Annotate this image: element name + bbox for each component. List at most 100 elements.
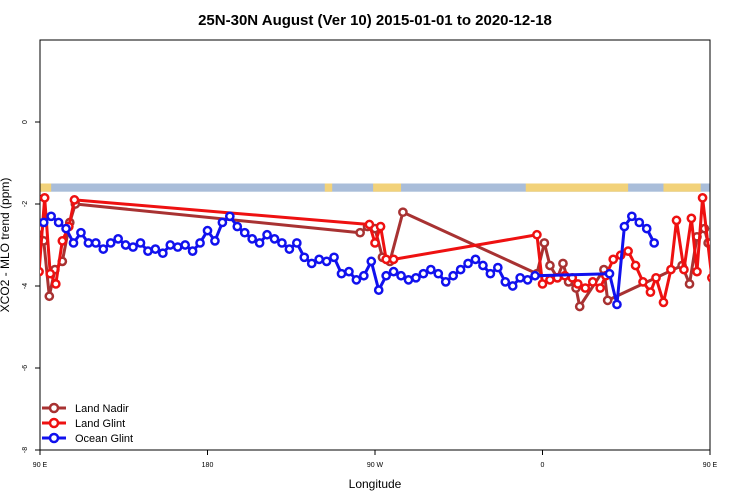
ocean-glint-point	[649, 238, 660, 248]
ocean-glint-point	[284, 244, 295, 254]
land-glint-point	[723, 237, 730, 244]
ocean-glint-point	[463, 258, 473, 269]
legend-land-nadir-marker	[48, 402, 60, 414]
legend-land-nadir-label: Land Nadir	[75, 403, 129, 415]
ocean-glint-point	[500, 277, 511, 287]
land-glint-point	[745, 239, 750, 246]
land-glint-point	[716, 280, 723, 287]
ocean-glint-point	[157, 248, 168, 259]
ocean-glint-point	[329, 252, 339, 263]
ocean-glint-point	[448, 270, 459, 281]
ocean-glint-point	[217, 217, 228, 228]
ocean-glint-point	[433, 268, 444, 279]
ocean-glint-point	[306, 258, 317, 269]
ocean-glint-point	[626, 211, 637, 222]
land-nadir-point	[684, 279, 695, 289]
land-glint-point	[580, 283, 591, 293]
x-tick-label: 90 E	[33, 462, 48, 469]
land-band-segment	[324, 183, 333, 192]
land-glint-point	[729, 221, 736, 228]
ocean-glint-point	[522, 275, 533, 285]
ocean-glint-point	[530, 270, 540, 281]
land-glint-point	[45, 268, 56, 279]
ocean-glint-point	[403, 275, 414, 285]
ocean-glint-point	[411, 272, 421, 283]
ocean-glint-point	[478, 260, 488, 271]
land-glint-point	[645, 287, 656, 297]
land-glint-point	[40, 193, 50, 203]
series-group	[40, 193, 750, 312]
land-glint-point	[697, 193, 708, 203]
ocean-glint-point	[455, 264, 466, 275]
land-glint-point	[545, 275, 555, 285]
land-glint-point	[630, 260, 641, 271]
ocean-glint-point	[321, 256, 332, 267]
land-glint-point	[57, 236, 68, 246]
land-glint-point	[587, 277, 598, 287]
ocean-glint-point	[262, 229, 272, 240]
land-glint-point	[364, 219, 375, 230]
y-tick-label: -2	[22, 201, 29, 207]
ocean-glint-point	[53, 217, 64, 228]
land-nadir-point	[355, 227, 365, 238]
ocean-glint-point	[40, 217, 49, 228]
land-glint-point	[370, 238, 380, 248]
ocean-glint-point	[135, 238, 146, 248]
ocean-glint-point	[612, 299, 622, 310]
land-nadir-point	[712, 293, 719, 300]
land-glint-point	[734, 196, 741, 203]
x-axis-label: Longitude	[349, 477, 402, 491]
ocean-glint-point	[299, 252, 310, 263]
ocean-glint-point	[344, 266, 354, 277]
ocean-glint-point	[388, 266, 399, 277]
ocean-glint-point	[128, 242, 138, 252]
y-tick-label: -4	[22, 283, 29, 289]
ocean-glint-point	[470, 254, 481, 265]
y-tick-label: 0	[22, 120, 29, 124]
ocean-glint-point	[224, 211, 235, 222]
land-glint-point	[686, 213, 697, 224]
ocean-glint-point	[90, 238, 101, 248]
land-glint-point	[381, 254, 392, 265]
ocean-glint-point	[76, 227, 86, 238]
ocean-glint-point	[492, 262, 503, 273]
y-axis-label: XCO2 - MLO trend (ppm)	[0, 178, 12, 313]
ocean-glint-point	[239, 227, 250, 238]
ocean-glint-point	[291, 238, 302, 248]
land-glint-point	[608, 254, 619, 265]
x-tick-label: 90 E	[703, 462, 718, 469]
chart-title: 25N-30N August (Ver 10) 2015-01-01 to 20…	[198, 12, 552, 29]
land-glint-point	[651, 272, 661, 283]
ocean-glint-point	[358, 270, 369, 281]
land-glint-point	[69, 195, 80, 205]
ocean-glint-point	[98, 244, 109, 254]
ocean-glint-point	[232, 221, 243, 232]
ocean-glint-point	[641, 223, 652, 234]
ocean-glint-point	[172, 242, 183, 252]
ocean-glint-point	[180, 240, 191, 250]
legend-land-glint-label: Land Glint	[75, 418, 125, 430]
land-glint-point	[573, 279, 583, 289]
land-nadir-point	[574, 301, 585, 312]
land-glint-point	[666, 264, 676, 275]
ocean-glint-point	[515, 272, 526, 283]
ocean-glint-point	[210, 236, 220, 246]
land-nadir-point	[602, 295, 613, 306]
ocean-glint-point	[418, 268, 429, 279]
land-nadir-point	[558, 258, 568, 269]
ocean-glint-point	[61, 223, 71, 234]
land-band-segment	[373, 183, 402, 192]
land-glint-point	[623, 246, 633, 256]
ocean-glint-point	[143, 246, 153, 256]
ocean-glint-point	[634, 217, 645, 228]
ocean-glint-point	[247, 234, 258, 244]
land-glint-point	[50, 279, 61, 289]
ocean-glint-point	[440, 277, 451, 287]
ocean-glint-point	[120, 240, 131, 250]
land-glint-point	[707, 273, 710, 283]
land-glint-point	[595, 283, 606, 293]
land-band-segment	[663, 183, 701, 192]
ocean-glint-point	[351, 275, 362, 285]
ocean-glint-point	[165, 240, 176, 250]
